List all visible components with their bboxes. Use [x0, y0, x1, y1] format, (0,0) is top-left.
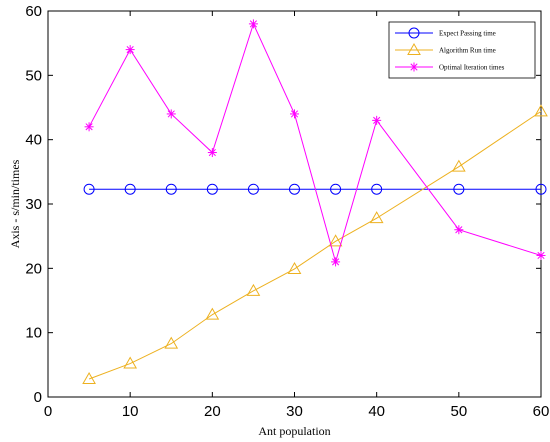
data-point: [287, 261, 302, 274]
y-axis: 0 10 20 30 40 50 60: [25, 3, 541, 406]
data-point: [328, 234, 343, 247]
data-point: [124, 183, 136, 195]
data-point: [246, 283, 261, 296]
data-point: [206, 183, 218, 195]
data-point: [535, 183, 547, 195]
legend-marker: [407, 42, 421, 55]
y-axis-title: Axis - s/min/times: [8, 159, 22, 248]
data-point: [247, 183, 259, 195]
data-point: [207, 148, 217, 158]
legend-label: Expect Passing time: [439, 30, 496, 38]
data-point: [536, 250, 546, 260]
data-point: [453, 183, 465, 195]
data-point: [205, 307, 220, 320]
data-point: [290, 109, 299, 119]
series-3: [84, 19, 546, 267]
legend-label: Optimal Iteration times: [439, 64, 505, 72]
data-point: [166, 109, 176, 119]
x-axis: 0 10 20 30 40 50 60: [44, 11, 550, 420]
x-tick-label: 10: [122, 403, 139, 420]
x-tick-label: 50: [450, 403, 467, 420]
data-point: [372, 115, 382, 125]
data-point: [371, 183, 383, 195]
series-2: [82, 104, 548, 384]
data-point: [330, 183, 342, 195]
data-point: [369, 211, 384, 224]
data-point: [331, 257, 341, 267]
legend: Expect Passing time Algorithm Run time Opt…: [388, 21, 536, 79]
data-point: [123, 356, 138, 369]
data-point: [125, 45, 135, 55]
data-point: [451, 159, 466, 172]
x-axis-title: Ant population: [258, 424, 330, 438]
legend-label: Algorithm Run time: [439, 47, 496, 55]
series-line: [88, 110, 542, 380]
legend-item: Expect Passing time: [395, 27, 496, 39]
y-tick-label: 40: [25, 132, 42, 149]
y-tick-label: 50: [25, 67, 42, 84]
y-tick-label: 20: [25, 260, 42, 277]
data-point: [84, 122, 94, 132]
data-point: [83, 183, 95, 195]
data-point: [534, 104, 548, 117]
data-point: [165, 183, 177, 195]
series-layer: [82, 19, 548, 384]
y-tick-label: 60: [25, 3, 42, 20]
legend-marker: [409, 62, 419, 72]
x-tick-label: 0: [44, 403, 52, 420]
data-point: [248, 19, 258, 29]
y-tick-label: 30: [25, 196, 42, 213]
data-point: [82, 371, 96, 384]
data-point: [164, 336, 179, 349]
x-tick-label: 60: [533, 403, 550, 420]
x-tick-label: 40: [368, 403, 385, 420]
data-point: [289, 183, 300, 195]
series-1: [83, 183, 547, 195]
data-point: [454, 225, 464, 235]
x-tick-label: 20: [204, 403, 221, 420]
y-tick-label: 10: [25, 325, 42, 342]
x-tick-label: 30: [286, 403, 303, 420]
y-tick-label: 0: [34, 389, 42, 406]
legend-item: Optimal Iteration times: [395, 62, 505, 72]
series-line: [88, 22, 542, 264]
legend-item: Algorithm Run time: [395, 42, 496, 55]
legend-marker: [408, 27, 420, 39]
